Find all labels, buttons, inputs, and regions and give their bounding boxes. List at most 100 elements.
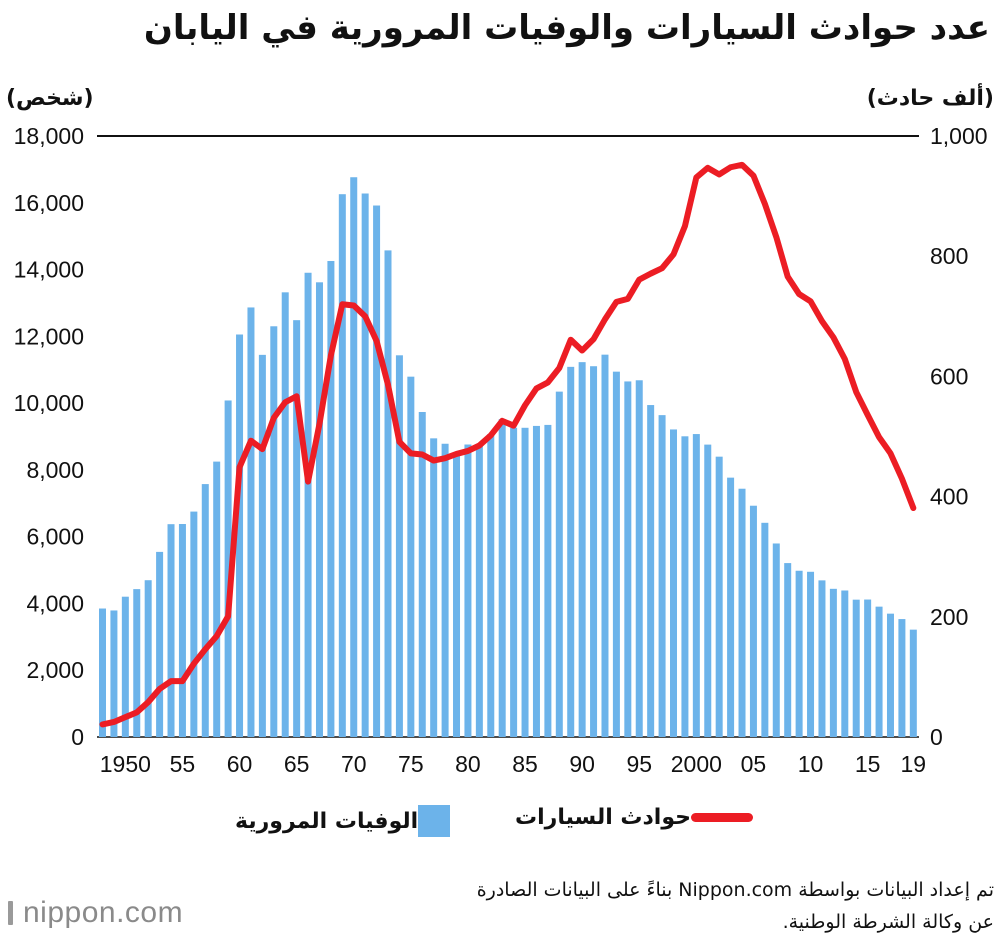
accidents-point-1976 — [421, 454, 423, 456]
accidents-point-1988 — [558, 367, 560, 369]
deaths-bar-1950 — [121, 596, 129, 737]
accidents-point-1967 — [318, 423, 320, 425]
x-tick-label: 2000 — [671, 751, 722, 777]
deaths-bar-1961 — [247, 307, 255, 737]
nippon-logo: nippon.com — [8, 896, 183, 930]
deaths-bar-2003 — [727, 477, 735, 737]
accidents-point-2018 — [901, 478, 903, 480]
deaths-bar-2011 — [818, 580, 826, 737]
left-tick-label: 6,000 — [26, 524, 84, 550]
deaths-bar-1969 — [338, 194, 346, 737]
left-tick-label: 8,000 — [26, 457, 84, 483]
deaths-bar-1978 — [441, 443, 449, 737]
accidents-point-1986 — [535, 387, 537, 389]
accidents-point-1992 — [604, 318, 606, 320]
x-tick-label: 75 — [398, 751, 424, 777]
accidents-point-2004 — [741, 164, 743, 166]
deaths-bar-2014 — [852, 599, 860, 737]
accidents-point-2016 — [878, 436, 880, 438]
accidents-point-1951 — [136, 711, 138, 713]
accidents-point-1993 — [615, 301, 617, 303]
deaths-bar-1988 — [555, 391, 563, 737]
deaths-bar-1976 — [418, 411, 426, 737]
x-tick-label: 85 — [512, 751, 538, 777]
x-tick-label: 15 — [855, 751, 881, 777]
accidents-point-1997 — [661, 267, 663, 269]
deaths-bar-1956 — [190, 511, 198, 737]
accidents-point-1989 — [570, 339, 572, 341]
legend-line-swatch — [691, 813, 753, 822]
accidents-point-2007 — [775, 236, 777, 238]
accidents-point-2010 — [810, 300, 812, 302]
deaths-bar-1991 — [590, 366, 598, 737]
deaths-bar-1959 — [224, 400, 232, 737]
accidents-point-1964 — [284, 401, 286, 403]
deaths-bar-1975 — [407, 376, 415, 737]
deaths-bar-1983 — [498, 419, 506, 737]
x-tick-label: 19 — [901, 751, 927, 777]
deaths-bar-1990 — [578, 362, 586, 737]
bars-layer — [99, 177, 917, 738]
deaths-bar-2001 — [704, 444, 712, 737]
accidents-point-1998 — [673, 253, 674, 255]
accidents-point-1952 — [147, 701, 149, 703]
deaths-bar-1981 — [475, 445, 483, 737]
deaths-bar-1987 — [544, 424, 552, 737]
deaths-bar-1952 — [144, 580, 152, 737]
deaths-bar-1953 — [156, 551, 164, 737]
deaths-bar-2005 — [749, 505, 757, 737]
deaths-bar-1974 — [395, 355, 403, 737]
accidents-point-2002 — [718, 173, 720, 175]
accidents-point-2005 — [752, 175, 754, 177]
deaths-bar-1972 — [373, 205, 381, 737]
accidents-point-2009 — [798, 293, 800, 295]
deaths-bar-1948 — [99, 608, 106, 737]
deaths-bar-1992 — [601, 354, 609, 737]
accidents-point-2012 — [832, 336, 834, 338]
accidents-point-1981 — [478, 445, 480, 447]
accidents-point-1999 — [684, 225, 686, 227]
deaths-bar-2012 — [829, 588, 837, 737]
x-tick-label: 60 — [227, 751, 253, 777]
accidents-point-1948 — [102, 723, 103, 725]
deaths-bar-1993 — [612, 371, 620, 737]
x-tick-label: 80 — [455, 751, 481, 777]
accidents-point-2013 — [844, 358, 846, 360]
accidents-point-1959 — [227, 615, 229, 617]
left-axis-unit: (شخص) — [6, 86, 94, 111]
deaths-bar-1995 — [635, 380, 643, 737]
accidents-point-1961 — [250, 440, 252, 442]
deaths-bar-1955 — [178, 524, 186, 737]
x-tick-label: 1950 — [100, 751, 151, 777]
source-line-2: عن وكالة الشرطة الوطنية. — [782, 911, 994, 933]
deaths-bar-1962 — [258, 354, 266, 737]
accidents-point-2015 — [867, 414, 869, 416]
legend-bar-swatch — [418, 805, 451, 837]
deaths-bar-1971 — [361, 193, 369, 737]
deaths-bar-1967 — [315, 282, 323, 737]
right-tick-label: 600 — [930, 363, 968, 389]
source-line-1: تم إعداد البيانات بواسطة Nippon.com بناء… — [476, 879, 994, 901]
accidents-point-2001 — [707, 167, 709, 169]
logo-mark-icon — [8, 901, 13, 925]
deaths-bar-1999 — [681, 436, 689, 737]
accidents-point-1977 — [433, 460, 435, 462]
x-tick-label: 95 — [626, 751, 652, 777]
left-y-axis: 0 2,000 4,000 6,000 8,000 10,000 12,000 14,000 1… — [14, 123, 84, 750]
accidents-point-1995 — [638, 279, 640, 281]
accidents-point-1987 — [547, 381, 549, 383]
x-tick-label: 55 — [170, 751, 196, 777]
accidents-line — [99, 161, 917, 728]
x-tick-label: 90 — [569, 751, 595, 777]
left-tick-label: 18,000 — [14, 123, 84, 149]
accidents-point-1984 — [513, 425, 515, 427]
accidents-point-1980 — [467, 450, 469, 452]
left-tick-label: 2,000 — [26, 657, 84, 683]
left-tick-label: 14,000 — [14, 257, 84, 283]
accidents-point-1996 — [650, 273, 652, 275]
right-tick-label: 400 — [930, 484, 968, 510]
accidents-point-1979 — [456, 453, 458, 455]
left-tick-label: 16,000 — [14, 190, 84, 216]
deaths-bar-1994 — [624, 381, 632, 737]
chart-canvas: 0 2,000 4,000 6,000 8,000 10,000 12,000 14,000 1… — [14, 123, 988, 777]
